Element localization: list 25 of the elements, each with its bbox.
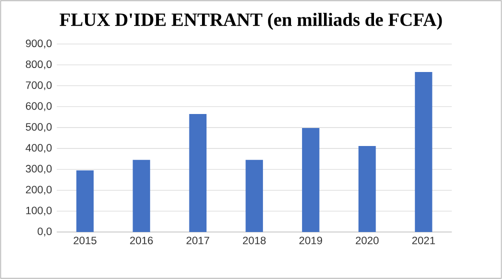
y-tick-label: 900,0 — [26, 40, 52, 48]
bar — [302, 128, 320, 232]
bar — [132, 160, 150, 232]
bar — [246, 160, 263, 232]
y-tick-label: 200,0 — [26, 186, 52, 195]
x-tick-label: 2015 — [74, 236, 96, 244]
y-tick-label: 800,0 — [26, 60, 52, 70]
y-tick-label: 500,0 — [26, 123, 52, 132]
x-tick-label: 2019 — [299, 236, 322, 244]
y-tick-label: 0,0 — [38, 228, 52, 236]
bar — [189, 114, 207, 232]
bar — [76, 170, 94, 232]
y-tick-label: 700,0 — [26, 81, 52, 90]
y-tick-label: 400,0 — [26, 144, 52, 153]
bar — [414, 72, 432, 232]
x-tick-label: 2016 — [130, 236, 153, 244]
bar — [358, 146, 376, 232]
y-tick-label: 100,0 — [26, 206, 52, 216]
y-tick-label: 300,0 — [26, 164, 52, 174]
chart-title: FLUX D'IDE ENTRANT (en milliads de FCFA) — [60, 12, 442, 30]
x-tick-label: 2018 — [242, 236, 266, 244]
x-tick-label: 2021 — [412, 236, 435, 244]
y-tick-label: 600,0 — [26, 102, 52, 112]
x-tick-label: 2020 — [356, 236, 379, 244]
x-tick-label: 2017 — [186, 236, 210, 244]
